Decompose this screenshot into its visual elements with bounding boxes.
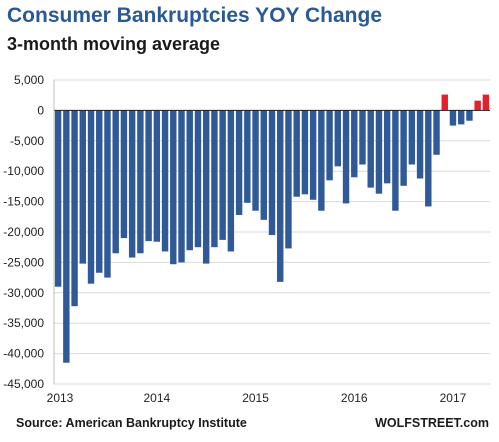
bar [79, 110, 86, 264]
bar [375, 110, 383, 194]
bar [482, 94, 490, 111]
bar [178, 110, 185, 263]
bar [54, 110, 62, 287]
bar [268, 110, 276, 236]
bar [161, 110, 169, 252]
x-tick-label: 2014 [143, 391, 170, 405]
bar [202, 110, 210, 264]
y-tick-label: -15,000 [3, 195, 44, 209]
bar [309, 110, 317, 200]
bar [120, 110, 128, 239]
x-tick-labels: 2013 2014 2015 2016 2017 [47, 391, 467, 405]
bar [277, 110, 284, 282]
bar [128, 110, 136, 258]
y-tick-label: -20,000 [3, 225, 44, 239]
bar [96, 110, 103, 273]
bar [186, 110, 193, 251]
y-tick-label: -40,000 [3, 347, 44, 361]
bar [235, 110, 243, 215]
bar [194, 110, 202, 248]
bar [219, 110, 226, 240]
bar [211, 110, 218, 248]
bar [87, 110, 95, 284]
bar [145, 110, 152, 242]
x-tick-label: 2013 [47, 391, 74, 405]
bar [244, 110, 251, 203]
bar [137, 110, 144, 254]
y-tick-label: -30,000 [3, 286, 44, 300]
y-tick-label: 5,000 [14, 73, 44, 87]
axes [53, 80, 490, 384]
y-tick-label: -35,000 [3, 316, 44, 330]
bar [342, 110, 350, 204]
chart-title: Consumer Bankruptcies YOY Change [7, 4, 382, 27]
x-tick-label: 2017 [440, 391, 467, 405]
bar [433, 110, 440, 155]
bar [71, 110, 78, 307]
bar [400, 110, 407, 186]
bar [260, 110, 267, 220]
bar [227, 110, 235, 252]
bar [392, 110, 399, 211]
y-tick-label: -5,000 [10, 134, 44, 148]
bar [383, 110, 391, 184]
bar [441, 94, 448, 111]
bar [252, 110, 259, 211]
bar [293, 110, 300, 197]
bar [367, 110, 374, 188]
y-tick-label: -45,000 [3, 377, 44, 391]
y-tick-label: -25,000 [3, 255, 44, 269]
bar [425, 110, 432, 207]
y-tick-labels: 5,000 0 -5,000 -10,000 -15,000 -20,000 -25,000… [3, 73, 44, 391]
y-tick-label: -10,000 [3, 164, 44, 178]
bar [334, 110, 342, 167]
bar [326, 110, 333, 181]
bar [408, 110, 416, 165]
bar [449, 110, 457, 126]
bars [54, 94, 490, 363]
bar [416, 110, 424, 179]
x-tick-label: 2015 [242, 391, 269, 405]
bar [301, 110, 309, 195]
bar [112, 110, 119, 254]
bar [153, 110, 161, 242]
bar [104, 110, 111, 278]
bar [466, 110, 473, 121]
bar [351, 110, 358, 178]
brand-label: WOLFSTREET.com [375, 416, 489, 430]
source-note: Source: American Bankruptcy Institute [16, 416, 247, 430]
bar [285, 110, 292, 249]
x-tick-label: 2016 [341, 391, 368, 405]
bar [474, 100, 481, 111]
chart-subtitle: 3-month moving average [7, 34, 221, 54]
bar [458, 110, 465, 125]
bar [359, 110, 366, 165]
y-tick-label: 0 [37, 103, 44, 117]
bar [170, 110, 177, 265]
bar [318, 110, 325, 211]
bar [63, 110, 70, 363]
